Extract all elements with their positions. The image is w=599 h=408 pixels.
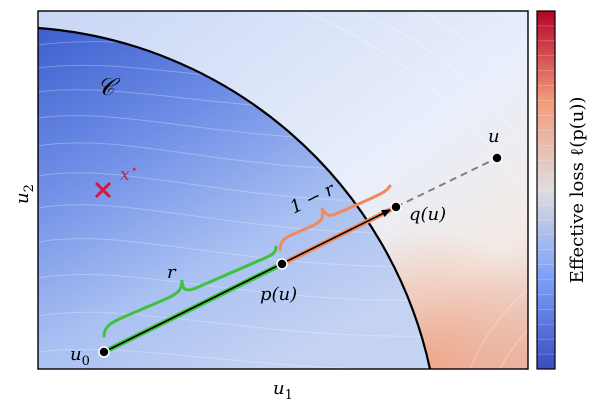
pu-point xyxy=(276,258,288,270)
dashed-extension xyxy=(395,157,498,208)
x-axis-label: u1 xyxy=(273,378,293,403)
colorbar-frame xyxy=(536,10,556,370)
colorbar-label: Effective loss ℓ(p(u)) xyxy=(567,97,588,284)
colorbar xyxy=(536,10,556,370)
plot-frame xyxy=(37,10,529,370)
loss-field xyxy=(38,11,528,369)
brace-one-minus-r xyxy=(278,184,392,252)
brace-r-label: r xyxy=(167,262,177,283)
colorbar-gradient xyxy=(537,11,555,369)
qu-point xyxy=(390,201,402,213)
constraint-set-region xyxy=(38,28,430,369)
xstar-label: x⋆ xyxy=(120,162,138,185)
u-label: u xyxy=(488,126,500,147)
constraint-boundary xyxy=(37,26,432,370)
xstar-marker xyxy=(94,181,112,199)
qu-label: q(u) xyxy=(409,204,446,225)
u0-label: u0 xyxy=(70,344,90,369)
projection-arrow xyxy=(103,209,391,353)
y-axis-label: u2 xyxy=(12,184,37,204)
pu-label: p(u) xyxy=(260,284,297,305)
u0-point xyxy=(98,346,110,358)
u-point xyxy=(491,152,503,164)
brace-r xyxy=(102,245,278,338)
